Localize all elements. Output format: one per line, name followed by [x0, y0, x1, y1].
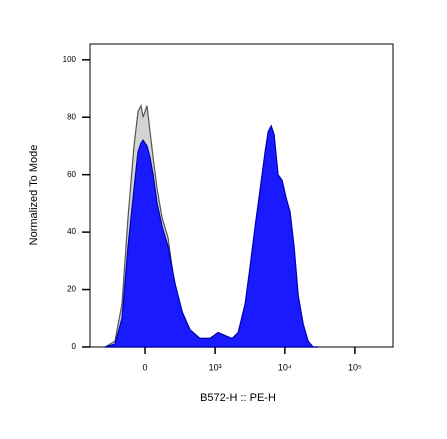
y-tick-label: 60	[67, 170, 76, 179]
y-axis-label: Normalized To Mode	[28, 145, 40, 246]
x-tick-label: 10³	[209, 362, 222, 372]
x-axis-label: B572-H :: PE-H	[200, 392, 276, 404]
y-tick-label: 100	[63, 55, 77, 64]
area	[104, 124, 319, 348]
y-tick-label: 40	[67, 227, 76, 236]
x-tick-label: 0	[143, 362, 148, 372]
y-tick-label: 20	[67, 285, 76, 294]
y-tick-label: 0	[72, 342, 77, 351]
x-tick-label: 10⁴	[278, 362, 292, 372]
y-tick-label: 80	[67, 112, 76, 121]
x-tick-label: 10⁵	[348, 362, 362, 372]
